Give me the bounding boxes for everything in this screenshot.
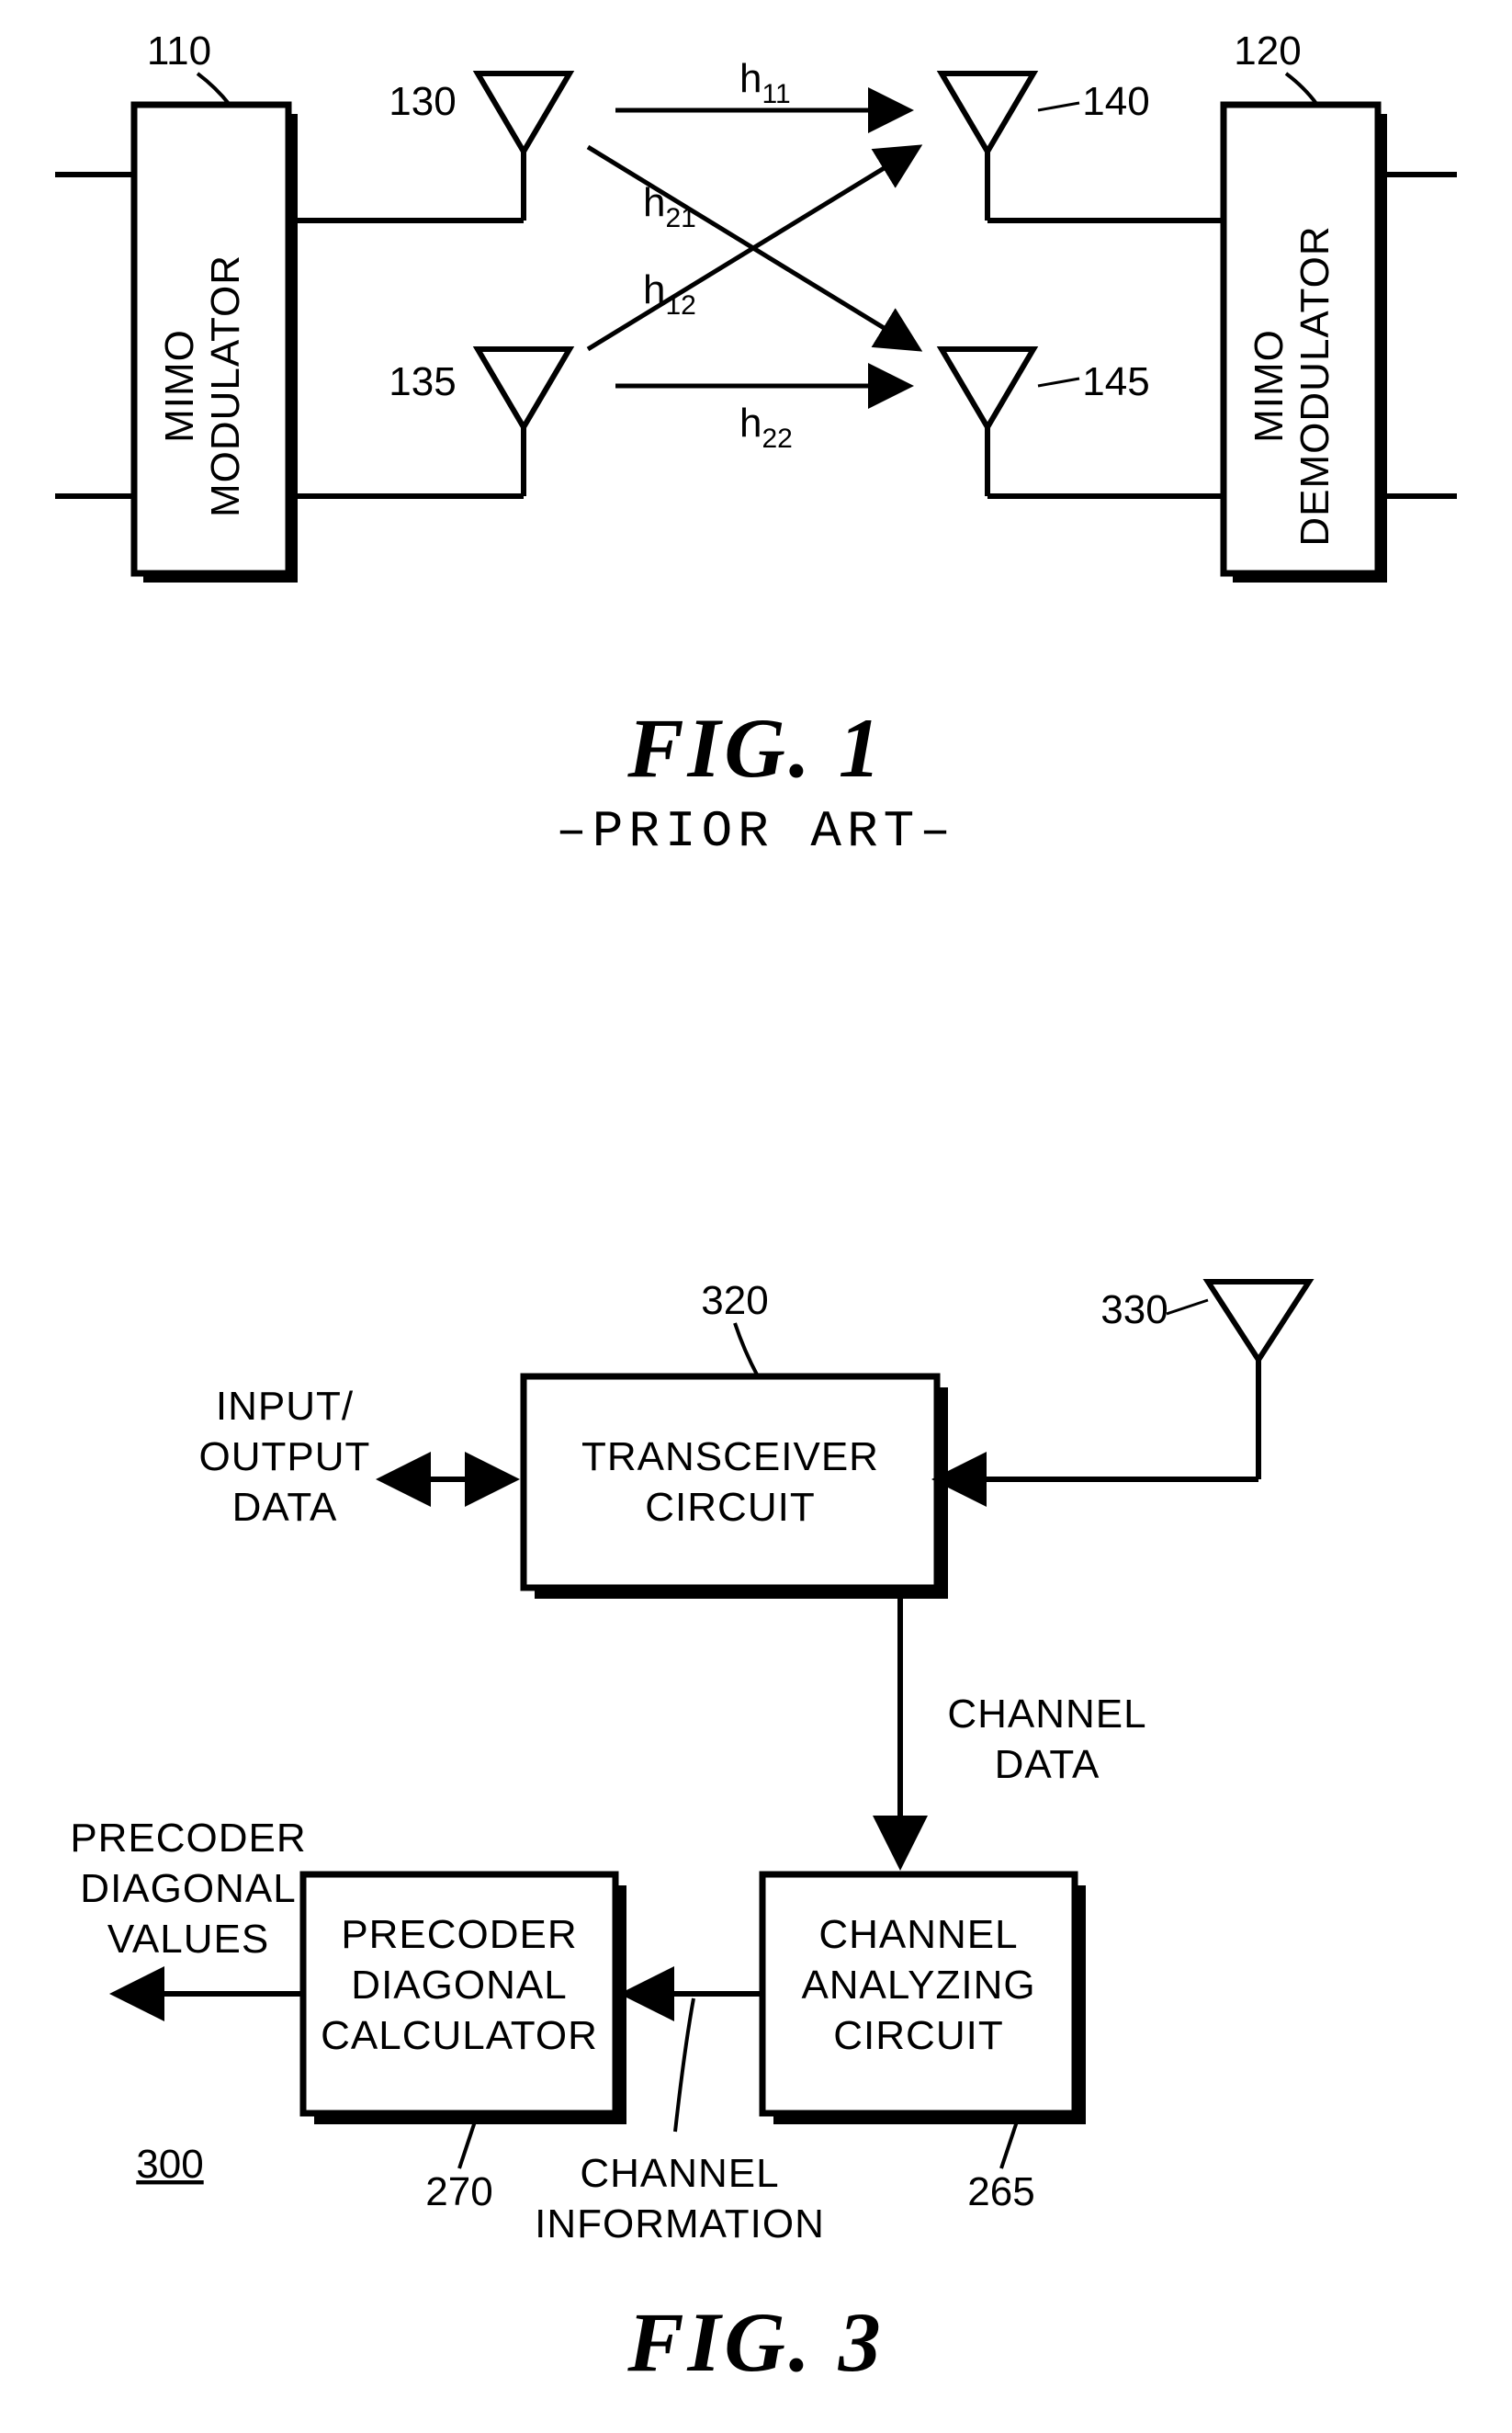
- analyzer-text-l1: CHANNEL: [818, 1912, 1018, 1957]
- fig1-group: MIMO MODULATOR 110 MIMO DEMODULATOR 120 …: [55, 28, 1457, 861]
- analyzer-text-l3: CIRCUIT: [833, 2013, 1003, 2058]
- diagram-svg: MIMO MODULATOR 110 MIMO DEMODULATOR 120 …: [0, 0, 1512, 2433]
- ref-140: 140: [1082, 79, 1149, 124]
- demodulator-text-l2: DEMODULATOR: [1292, 225, 1337, 546]
- modulator-text-l1: MIMO: [157, 329, 202, 443]
- fig3-group: TRANSCEIVER CIRCUIT 320 330 INPUT/ OUTPU…: [70, 1278, 1309, 2389]
- transceiver-text-l2: CIRCUIT: [645, 1485, 815, 1530]
- channel-data-l2: DATA: [995, 1742, 1100, 1787]
- ref-320: 320: [701, 1278, 768, 1323]
- label-h21: h21: [643, 180, 696, 233]
- transceiver-text-l1: TRANSCEIVER: [581, 1434, 879, 1479]
- ref-110: 110: [147, 28, 211, 74]
- out-l3: VALUES: [107, 1917, 269, 1962]
- label-h22: h22: [739, 401, 793, 454]
- io-data-l2: OUTPUT: [199, 1434, 371, 1479]
- precoder-text-l2: DIAGONAL: [351, 1963, 567, 2008]
- ref-265: 265: [967, 2169, 1034, 2214]
- ref-135: 135: [389, 359, 456, 404]
- page-root: MIMO MODULATOR 110 MIMO DEMODULATOR 120 …: [0, 0, 1512, 2433]
- io-data-l3: DATA: [232, 1485, 338, 1530]
- fig3-caption: FIG. 3: [626, 2295, 885, 2389]
- out-l2: DIAGONAL: [80, 1866, 296, 1911]
- modulator-text-l2: MODULATOR: [203, 255, 248, 517]
- ref-130: 130: [389, 79, 456, 124]
- label-h11: h11: [739, 56, 791, 109]
- out-l1: PRECODER: [70, 1816, 306, 1861]
- ref-120: 120: [1234, 28, 1301, 74]
- fig1-subcaption: –PRIOR ART–: [556, 802, 956, 861]
- precoder-text-l1: PRECODER: [341, 1912, 577, 1957]
- precoder-text-l3: CALCULATOR: [321, 2013, 598, 2058]
- transceiver-block: TRANSCEIVER CIRCUIT: [524, 1376, 948, 1599]
- channel-info-l1: CHANNEL: [580, 2151, 779, 2196]
- ref-330: 330: [1100, 1287, 1168, 1332]
- ref-270: 270: [425, 2169, 492, 2214]
- ref-300: 300: [136, 2142, 203, 2187]
- io-data-l1: INPUT/: [216, 1384, 354, 1429]
- channel-info-l2: INFORMATION: [535, 2201, 825, 2246]
- demodulator-text-l1: MIMO: [1247, 329, 1292, 443]
- ref-145: 145: [1082, 359, 1149, 404]
- precoder-block: PRECODER DIAGONAL CALCULATOR: [303, 1874, 626, 2124]
- channel-data-l1: CHANNEL: [947, 1692, 1146, 1737]
- analyzer-text-l2: ANALYZING: [801, 1963, 1035, 2008]
- fig1-caption: FIG. 1: [626, 701, 885, 795]
- channel-analyzing-block: CHANNEL ANALYZING CIRCUIT: [762, 1874, 1086, 2124]
- mimo-modulator-block: MIMO MODULATOR: [134, 105, 298, 583]
- mimo-demodulator-block: MIMO DEMODULATOR: [1224, 105, 1387, 583]
